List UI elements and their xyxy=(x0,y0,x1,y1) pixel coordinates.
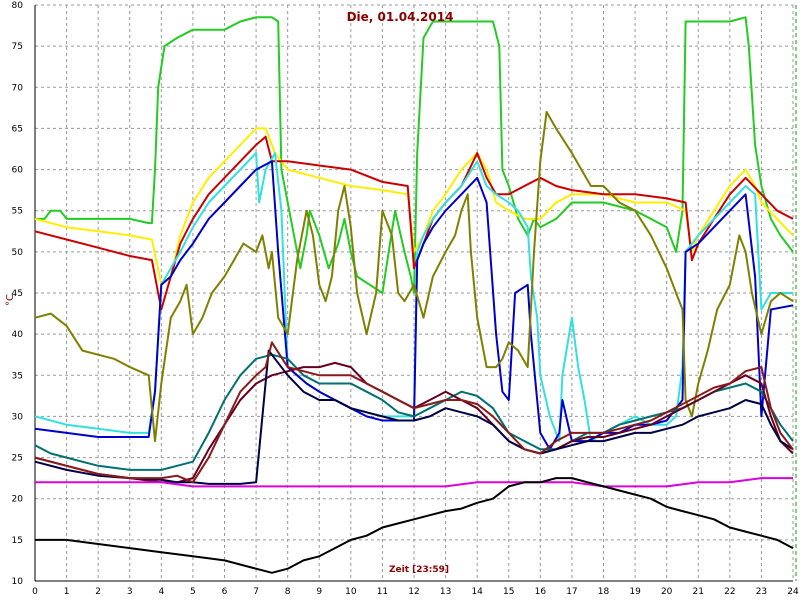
grid xyxy=(34,4,797,582)
x-axis-label: Zeit [23:59] xyxy=(389,565,449,575)
y-tick-label: 55 xyxy=(12,207,23,217)
y-tick-label: 35 xyxy=(12,371,23,381)
x-tick-label: 16 xyxy=(535,587,547,597)
x-tick-label: 3 xyxy=(127,587,133,597)
x-tick-label: 14 xyxy=(471,587,483,597)
y-tick-labels: 10 15 20 25 30 35 40 45 50 55 60 65 70 75 80 xyxy=(12,1,24,587)
x-tick-label: 4 xyxy=(158,587,164,597)
x-tick-labels: 0 1 2 3 4 5 6 7 8 9 10 11 12 13 14 15 16 17 18 19 20 21 22 23 24 xyxy=(32,587,799,597)
x-tick-label: 5 xyxy=(190,587,196,597)
x-tick-label: 11 xyxy=(377,587,388,597)
y-tick-label: 45 xyxy=(12,289,23,299)
series-line-8 xyxy=(34,361,794,484)
x-tick-label: 22 xyxy=(724,587,735,597)
series-line-10 xyxy=(34,341,794,484)
series-line-9 xyxy=(34,349,794,485)
series-line-12 xyxy=(35,477,794,574)
x-tick-label: 12 xyxy=(408,587,419,597)
y-tick-label: 25 xyxy=(12,454,23,464)
series-line-1 xyxy=(35,16,794,294)
y-tick-label: 70 xyxy=(12,83,24,93)
y-tick-label: 40 xyxy=(12,330,24,340)
x-tick-label: 19 xyxy=(629,587,641,597)
x-tick-label: 21 xyxy=(693,587,704,597)
x-tick-label: 2 xyxy=(95,587,101,597)
x-tick-label: 17 xyxy=(566,587,577,597)
series-lines xyxy=(34,16,794,574)
y-tick-label: 10 xyxy=(12,577,24,587)
x-tick-label: 20 xyxy=(661,587,673,597)
x-tick-label: 7 xyxy=(253,587,259,597)
y-tick-label: 65 xyxy=(12,124,23,134)
x-tick-label: 9 xyxy=(316,587,322,597)
series-line-5 xyxy=(34,160,794,451)
y-tick-label: 60 xyxy=(12,166,24,176)
x-tick-label: 13 xyxy=(440,587,451,597)
x-tick-label: 24 xyxy=(787,587,799,597)
y-tick-label: 30 xyxy=(12,412,24,422)
y-tick-label: 15 xyxy=(12,536,23,546)
x-tick-label: 10 xyxy=(345,587,357,597)
x-tick-label: 6 xyxy=(222,587,228,597)
series-line-4 xyxy=(34,152,793,443)
x-tick-label: 0 xyxy=(32,587,38,597)
series-line-11 xyxy=(35,477,793,488)
x-tick-label: 23 xyxy=(756,587,767,597)
x-tick-label: 18 xyxy=(598,587,610,597)
y-tick-label: 20 xyxy=(12,495,24,505)
y-axis-label: °C xyxy=(5,294,16,306)
chart-title: Die, 01.04.2014 xyxy=(347,10,454,24)
y-tick-label: 75 xyxy=(12,42,23,52)
x-tick-label: 1 xyxy=(64,587,70,597)
x-tick-label: 8 xyxy=(285,587,291,597)
series-line-2 xyxy=(34,127,794,286)
y-tick-label: 80 xyxy=(12,1,24,11)
series-line-6 xyxy=(34,111,794,443)
y-tick-label: 50 xyxy=(12,248,24,258)
x-tick-label: 15 xyxy=(503,587,514,597)
